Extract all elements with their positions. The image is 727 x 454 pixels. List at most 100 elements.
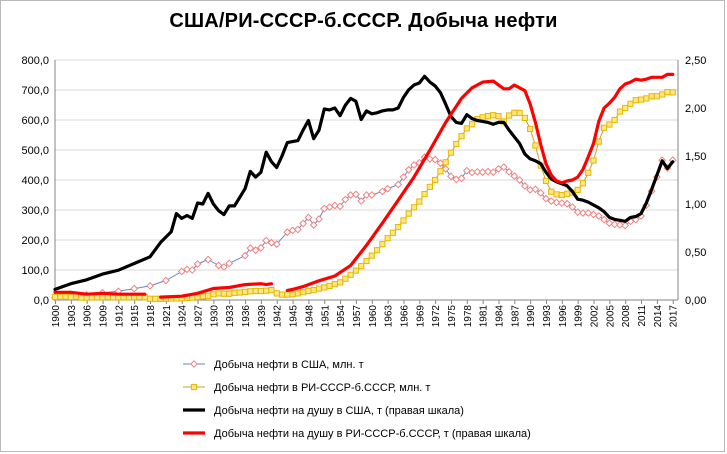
data-point	[547, 197, 556, 205]
data-point	[188, 266, 197, 274]
x-tick-label: 1903	[67, 305, 78, 328]
legend-item-1: Добыча нефти в РИ-СССР-б.СССР, млн. т	[183, 382, 430, 394]
data-point	[183, 265, 191, 274]
data-point	[331, 281, 338, 288]
data-point	[214, 261, 223, 270]
data-point	[416, 198, 423, 205]
series-line	[285, 72, 675, 292]
data-point	[321, 284, 328, 291]
data-point	[473, 167, 482, 176]
legend-layer: Добыча нефти в США, млн. т Добыча нефти в…	[183, 359, 531, 440]
data-point	[542, 177, 550, 185]
data-point	[399, 173, 408, 181]
data-point	[51, 293, 59, 301]
data-point	[421, 191, 428, 198]
data-point	[252, 287, 259, 295]
x-tick-label: 1900	[51, 305, 62, 328]
x-tick-label: 1969	[415, 305, 426, 328]
x-tick-label: 1978	[463, 305, 474, 328]
x-tick-label: 2005	[605, 305, 616, 328]
data-point	[505, 112, 513, 119]
x-tick-label: 1987	[510, 305, 521, 328]
data-point	[161, 276, 170, 285]
data-point	[532, 142, 539, 149]
y-left-tick-label: 800,0	[21, 55, 49, 67]
data-point	[564, 190, 571, 197]
x-tick-label: 1948	[304, 305, 315, 328]
data-point	[574, 186, 581, 194]
data-point	[425, 155, 434, 163]
data-point	[341, 195, 350, 204]
x-tick-label: 1909	[99, 305, 110, 328]
data-point	[605, 219, 614, 228]
data-point	[627, 100, 634, 107]
data-point	[432, 176, 439, 184]
data-point	[453, 140, 460, 148]
x-tick-label: 1921	[162, 305, 173, 328]
series-line	[53, 290, 147, 296]
data-point	[99, 294, 106, 301]
data-point	[357, 197, 366, 205]
data-point	[484, 113, 492, 120]
data-point	[584, 209, 593, 217]
data-point	[515, 176, 524, 184]
data-point	[600, 215, 608, 224]
x-tick-label: 1912	[114, 305, 125, 328]
x-tick-label: 1906	[83, 305, 94, 328]
series-line	[53, 74, 675, 291]
data-point	[659, 91, 666, 98]
data-point	[278, 291, 286, 298]
x-tick-label: 1993	[542, 305, 553, 328]
data-point	[516, 109, 523, 116]
data-point	[226, 290, 233, 297]
data-point	[664, 89, 671, 96]
data-point	[395, 224, 402, 231]
data-point	[643, 95, 650, 102]
data-point	[589, 210, 598, 219]
series-line	[54, 156, 674, 299]
data-point	[437, 168, 444, 175]
data-point	[299, 219, 308, 228]
data-point	[579, 209, 587, 217]
data-point	[362, 191, 371, 199]
data-point	[489, 168, 498, 177]
y-left-tick-label: 0,0	[34, 295, 49, 307]
data-point	[67, 293, 74, 301]
data-point	[384, 235, 391, 242]
data-point	[225, 259, 234, 268]
x-tick-label: 1933	[225, 305, 236, 328]
y-left-tick-label: 300,0	[21, 205, 49, 217]
legend-label: Добыча нефти на душу в РИ-СССР-б.СССР, т…	[214, 428, 531, 440]
data-point	[152, 295, 159, 302]
x-tick-label: 1954	[336, 305, 347, 328]
data-point	[309, 221, 318, 229]
data-point	[231, 289, 238, 296]
data-point	[205, 292, 212, 299]
data-point	[536, 188, 545, 197]
data-point	[293, 225, 302, 234]
data-point	[190, 383, 198, 391]
data-point	[653, 93, 660, 100]
data-point	[531, 185, 540, 194]
data-point	[337, 279, 344, 286]
data-point	[521, 114, 528, 122]
y-right-tick-label: 2,00	[685, 103, 706, 115]
data-point	[542, 194, 550, 203]
data-point	[190, 360, 198, 368]
x-tick-label: 1918	[146, 305, 157, 328]
legend-item-2: Добыча нефти на душу в США, т (правая шк…	[183, 405, 464, 417]
data-point	[573, 208, 582, 217]
legend-label: Добыча нефти на душу в США, т (правая шк…	[214, 405, 464, 417]
data-point	[262, 236, 271, 245]
data-point	[585, 169, 592, 176]
x-tick-label: 2011	[637, 305, 648, 327]
series-line	[159, 282, 274, 299]
data-point	[484, 167, 492, 176]
data-point	[78, 294, 85, 301]
data-point	[220, 290, 228, 297]
data-point	[342, 275, 349, 282]
x-tick-label: 1990	[526, 305, 537, 328]
series-0	[51, 153, 677, 302]
